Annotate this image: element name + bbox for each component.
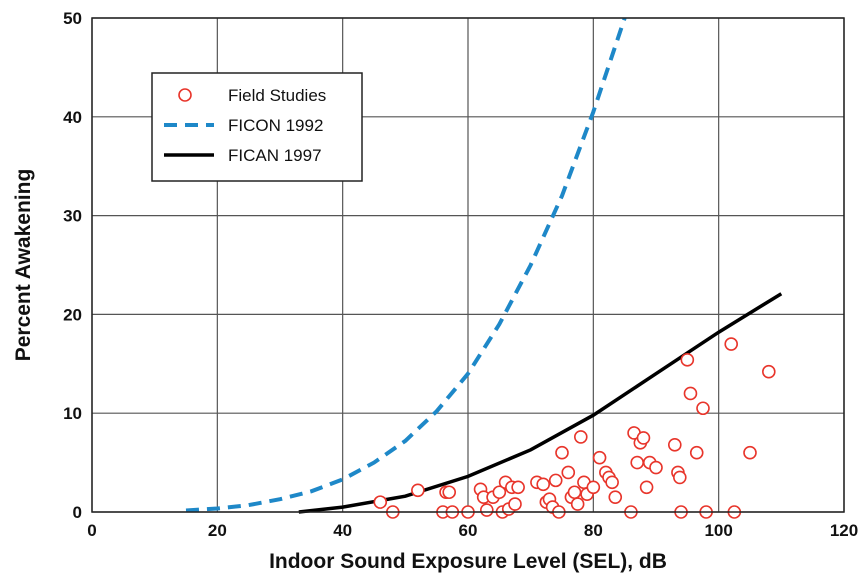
plot-frame xyxy=(91,17,845,513)
series-points xyxy=(373,337,776,519)
data-point xyxy=(586,480,601,495)
legend-item: Field Studies xyxy=(178,86,326,105)
y-tick-label: 40 xyxy=(63,108,82,127)
series-line-ficon-1992 xyxy=(185,17,627,513)
data-point xyxy=(683,386,698,401)
legend: Field Studies FICON 1992 FICAN 1997 xyxy=(151,72,363,182)
data-point xyxy=(680,353,695,367)
x-tick-label: 80 xyxy=(584,521,603,540)
data-point xyxy=(673,470,687,485)
y-axis-title: Percent Awakening xyxy=(12,169,35,362)
data-point xyxy=(761,364,776,379)
data-point xyxy=(608,490,623,504)
legend-marker-swatch xyxy=(178,88,192,102)
legend-label: FICAN 1997 xyxy=(228,146,322,165)
x-tick-label: 20 xyxy=(208,521,227,540)
x-tick-label: 100 xyxy=(704,521,732,540)
data-point xyxy=(573,430,588,444)
data-point xyxy=(592,450,607,465)
y-tick-label: 0 xyxy=(73,503,82,522)
data-point xyxy=(373,495,388,509)
x-tick-label: 60 xyxy=(459,521,478,540)
y-tick-label: 30 xyxy=(63,207,82,226)
data-point xyxy=(667,438,682,452)
data-point xyxy=(605,475,619,490)
y-tick-label: 10 xyxy=(63,404,82,423)
data-point xyxy=(548,473,563,488)
data-point xyxy=(536,477,551,492)
data-point xyxy=(567,485,582,500)
y-axis-ticks: 0 10 20 30 40 50 xyxy=(63,9,82,522)
y-tick-label: 50 xyxy=(63,9,82,28)
legend-label: FICON 1992 xyxy=(228,116,323,135)
x-axis-title: Indoor Sound Exposure Level (SEL), dB xyxy=(269,550,667,573)
data-point xyxy=(689,445,704,460)
series-line-fican-1997 xyxy=(298,292,783,514)
legend-label: Field Studies xyxy=(228,86,326,105)
data-point xyxy=(561,465,576,480)
data-point xyxy=(492,485,507,500)
data-point xyxy=(570,497,585,511)
series-lines xyxy=(185,17,783,514)
data-point xyxy=(411,483,425,498)
data-point xyxy=(442,485,457,500)
legend-item: FICON 1992 xyxy=(164,116,323,135)
legend-item: FICAN 1997 xyxy=(164,146,322,165)
x-tick-label: 120 xyxy=(830,521,858,540)
x-axis-ticks: 0 20 40 60 80 100 120 xyxy=(87,521,858,540)
data-point xyxy=(479,503,494,517)
x-tick-label: 0 xyxy=(87,521,96,540)
data-point xyxy=(630,455,645,470)
data-point xyxy=(649,460,663,475)
data-point xyxy=(511,480,525,495)
data-point xyxy=(636,431,651,445)
data-point xyxy=(696,401,710,416)
y-tick-label: 20 xyxy=(63,305,82,324)
data-point xyxy=(743,445,757,460)
data-point xyxy=(724,337,739,351)
x-tick-label: 40 xyxy=(333,521,352,540)
data-point xyxy=(508,497,522,511)
data-point xyxy=(639,480,654,495)
data-point xyxy=(555,445,569,460)
